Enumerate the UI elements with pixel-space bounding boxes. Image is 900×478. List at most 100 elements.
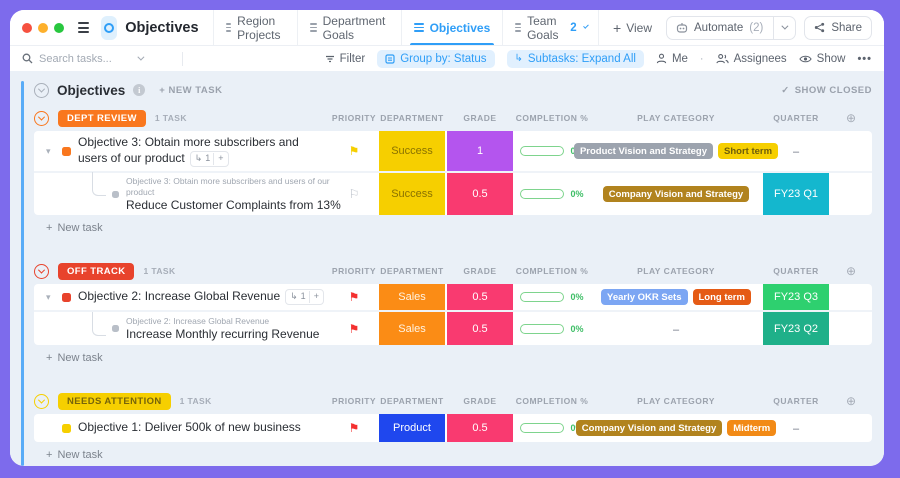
window-controls[interactable] [22,22,64,33]
task-title[interactable]: Increase Monthly recurring Revenue [126,327,320,342]
me-filter-button[interactable]: Me [656,53,688,65]
more-options-button[interactable]: ••• [857,52,872,65]
column-header-play-category: PLAY CATEGORY [637,396,715,406]
parent-task-breadcrumb[interactable]: Objective 2: Increase Global Revenue [126,315,270,326]
task-title[interactable]: Objective 2: Increase Global Revenue ↳ 1 + [78,289,324,305]
department-cell[interactable]: Success [379,173,445,215]
task-status-icon[interactable] [112,190,119,198]
subtask-row[interactable]: Objective 3: Obtain more subscribers and… [34,171,872,215]
tab-team-goals[interactable]: Team Goals 2 [502,10,598,45]
department-cell[interactable]: Product [379,414,445,442]
add-view-button[interactable]: + View [598,10,666,45]
group-collapse-button[interactable] [34,393,49,409]
add-task-button[interactable]: + New task [46,449,103,461]
task-row[interactable]: ▾ Objective 3: Obtain more subscribers a… [34,131,872,173]
minimize-window-icon[interactable] [38,22,48,33]
expand-caret-icon[interactable]: ▾ [46,145,51,156]
menu-icon[interactable] [78,20,89,36]
add-subtask-icon[interactable]: + [308,291,319,303]
add-column-icon[interactable]: ⊕ [845,264,857,278]
assignees-button[interactable]: Assignees [716,53,787,65]
column-header-department: DEPARTMENT [380,266,444,276]
status-badge[interactable]: NEEDS ATTENTION [58,392,171,410]
task-status-icon[interactable] [62,146,71,156]
collapse-list-button[interactable] [34,82,49,98]
priority-flag-icon[interactable]: ⚑ [348,290,360,304]
quarter-cell[interactable]: – [792,423,800,435]
subtask-count-badge[interactable]: ↳ 1 + [285,289,324,305]
column-header-grade: GRADE [463,113,497,123]
department-cell[interactable]: Sales [379,312,445,345]
play-category-badge[interactable]: Short term [718,143,779,159]
play-category-badge[interactable]: Yearly OKR Sets [601,289,688,305]
automate-dropdown-button[interactable] [773,16,789,39]
priority-flag-icon[interactable]: ⚑ [348,321,360,336]
quarter-cell[interactable]: FY23 Q1 [763,173,829,215]
add-subtask-icon[interactable]: + [213,152,224,165]
chevron-down-icon [137,53,145,61]
automate-button[interactable]: Automate (2) [666,15,797,40]
tab-department-goals[interactable]: Department Goals [296,10,401,45]
play-category-badge[interactable]: Product Vision and Strategy [573,143,713,159]
grade-cell[interactable]: 0.5 [447,284,513,310]
task-row[interactable]: ▾ Objective 2: Increase Global Revenue ↳ 1… [34,284,872,312]
group-by-button[interactable]: Group by: Status [377,49,495,68]
add-task-button[interactable]: + New task [46,222,103,234]
play-category-empty[interactable]: – [672,323,680,336]
play-category-badge[interactable]: Midterm [727,420,777,436]
completion-value: 0% [570,323,584,334]
grade-cell[interactable]: 1 [447,131,513,171]
department-cell[interactable]: Success [379,131,445,171]
info-icon[interactable]: i [133,84,146,96]
subtask-row[interactable]: Objective 2: Increase Global Revenue Inc… [34,311,872,345]
show-closed-button[interactable]: ✓ SHOW CLOSED [781,84,872,96]
people-icon [716,54,729,64]
subtask-count-badge[interactable]: ↳ 1 + [189,150,229,167]
new-task-button[interactable]: + NEW TASK [159,84,223,96]
quarter-cell[interactable]: – [792,146,800,158]
task-row[interactable]: Objective 1: Deliver 500k of new busines… [34,414,872,442]
filter-button[interactable]: Filter [325,53,365,65]
completion-value: 0% [570,292,584,302]
share-button[interactable]: Share [804,15,872,40]
quarter-cell[interactable]: FY23 Q2 [763,312,829,345]
group-collapse-button[interactable] [34,110,49,126]
add-column-icon[interactable]: ⊕ [845,111,857,125]
priority-flag-icon[interactable]: ⚑ [348,421,360,435]
tab-region-projects[interactable]: Region Projects [212,10,297,45]
maximize-window-icon[interactable] [54,22,64,33]
task-group-off-track: OFF TRACK 1 TASK PRIORITY DEPARTMENT GRA… [34,260,872,364]
grade-cell[interactable]: 0.5 [447,312,513,345]
task-title[interactable]: Reduce Customer Complaints from 13% [126,198,341,213]
add-task-button[interactable]: + New task [46,352,103,364]
play-category-badge[interactable]: Company Vision and Strategy [602,186,750,202]
group-collapse-button[interactable] [34,263,49,279]
status-badge[interactable]: DEPT REVIEW [58,109,146,127]
status-badge[interactable]: OFF TRACK [58,262,135,280]
column-header-priority: PRIORITY [331,266,377,276]
grade-cell[interactable]: 0.5 [447,173,513,215]
play-category-badge[interactable]: Company Vision and Strategy [575,420,723,436]
task-title[interactable]: Objective 1: Deliver 500k of new busines… [78,420,301,435]
subtasks-button[interactable]: ↳ Subtasks: Expand All [506,49,644,68]
search-input[interactable] [39,52,131,65]
task-title[interactable]: Objective 3: Obtain more subscribers and… [78,135,299,167]
play-category-badge[interactable]: Long term [692,289,751,305]
quarter-cell[interactable]: FY23 Q3 [763,284,829,310]
show-button[interactable]: Show [798,53,845,65]
expand-caret-icon[interactable]: ▾ [46,291,51,302]
task-status-icon[interactable] [62,292,71,302]
add-column-icon[interactable]: ⊕ [845,394,857,408]
task-status-icon[interactable] [112,325,119,332]
search-box[interactable] [22,52,172,65]
list-view: Objectives i + NEW TASK ✓ SHOW CLOSED DE… [10,71,884,466]
department-cell[interactable]: Sales [379,284,445,310]
priority-flag-icon[interactable]: ⚑ [348,144,360,158]
task-status-icon[interactable] [62,423,71,433]
tab-objectives[interactable]: Objectives [400,10,503,45]
title-bar: Objectives Region Projects Department Go… [10,10,884,46]
parent-task-breadcrumb[interactable]: Objective 3: Obtain more subscribers and… [126,175,330,197]
priority-flag-icon[interactable]: ⚐ [348,187,360,201]
close-window-icon[interactable] [22,22,32,33]
grade-cell[interactable]: 0.5 [447,414,513,442]
